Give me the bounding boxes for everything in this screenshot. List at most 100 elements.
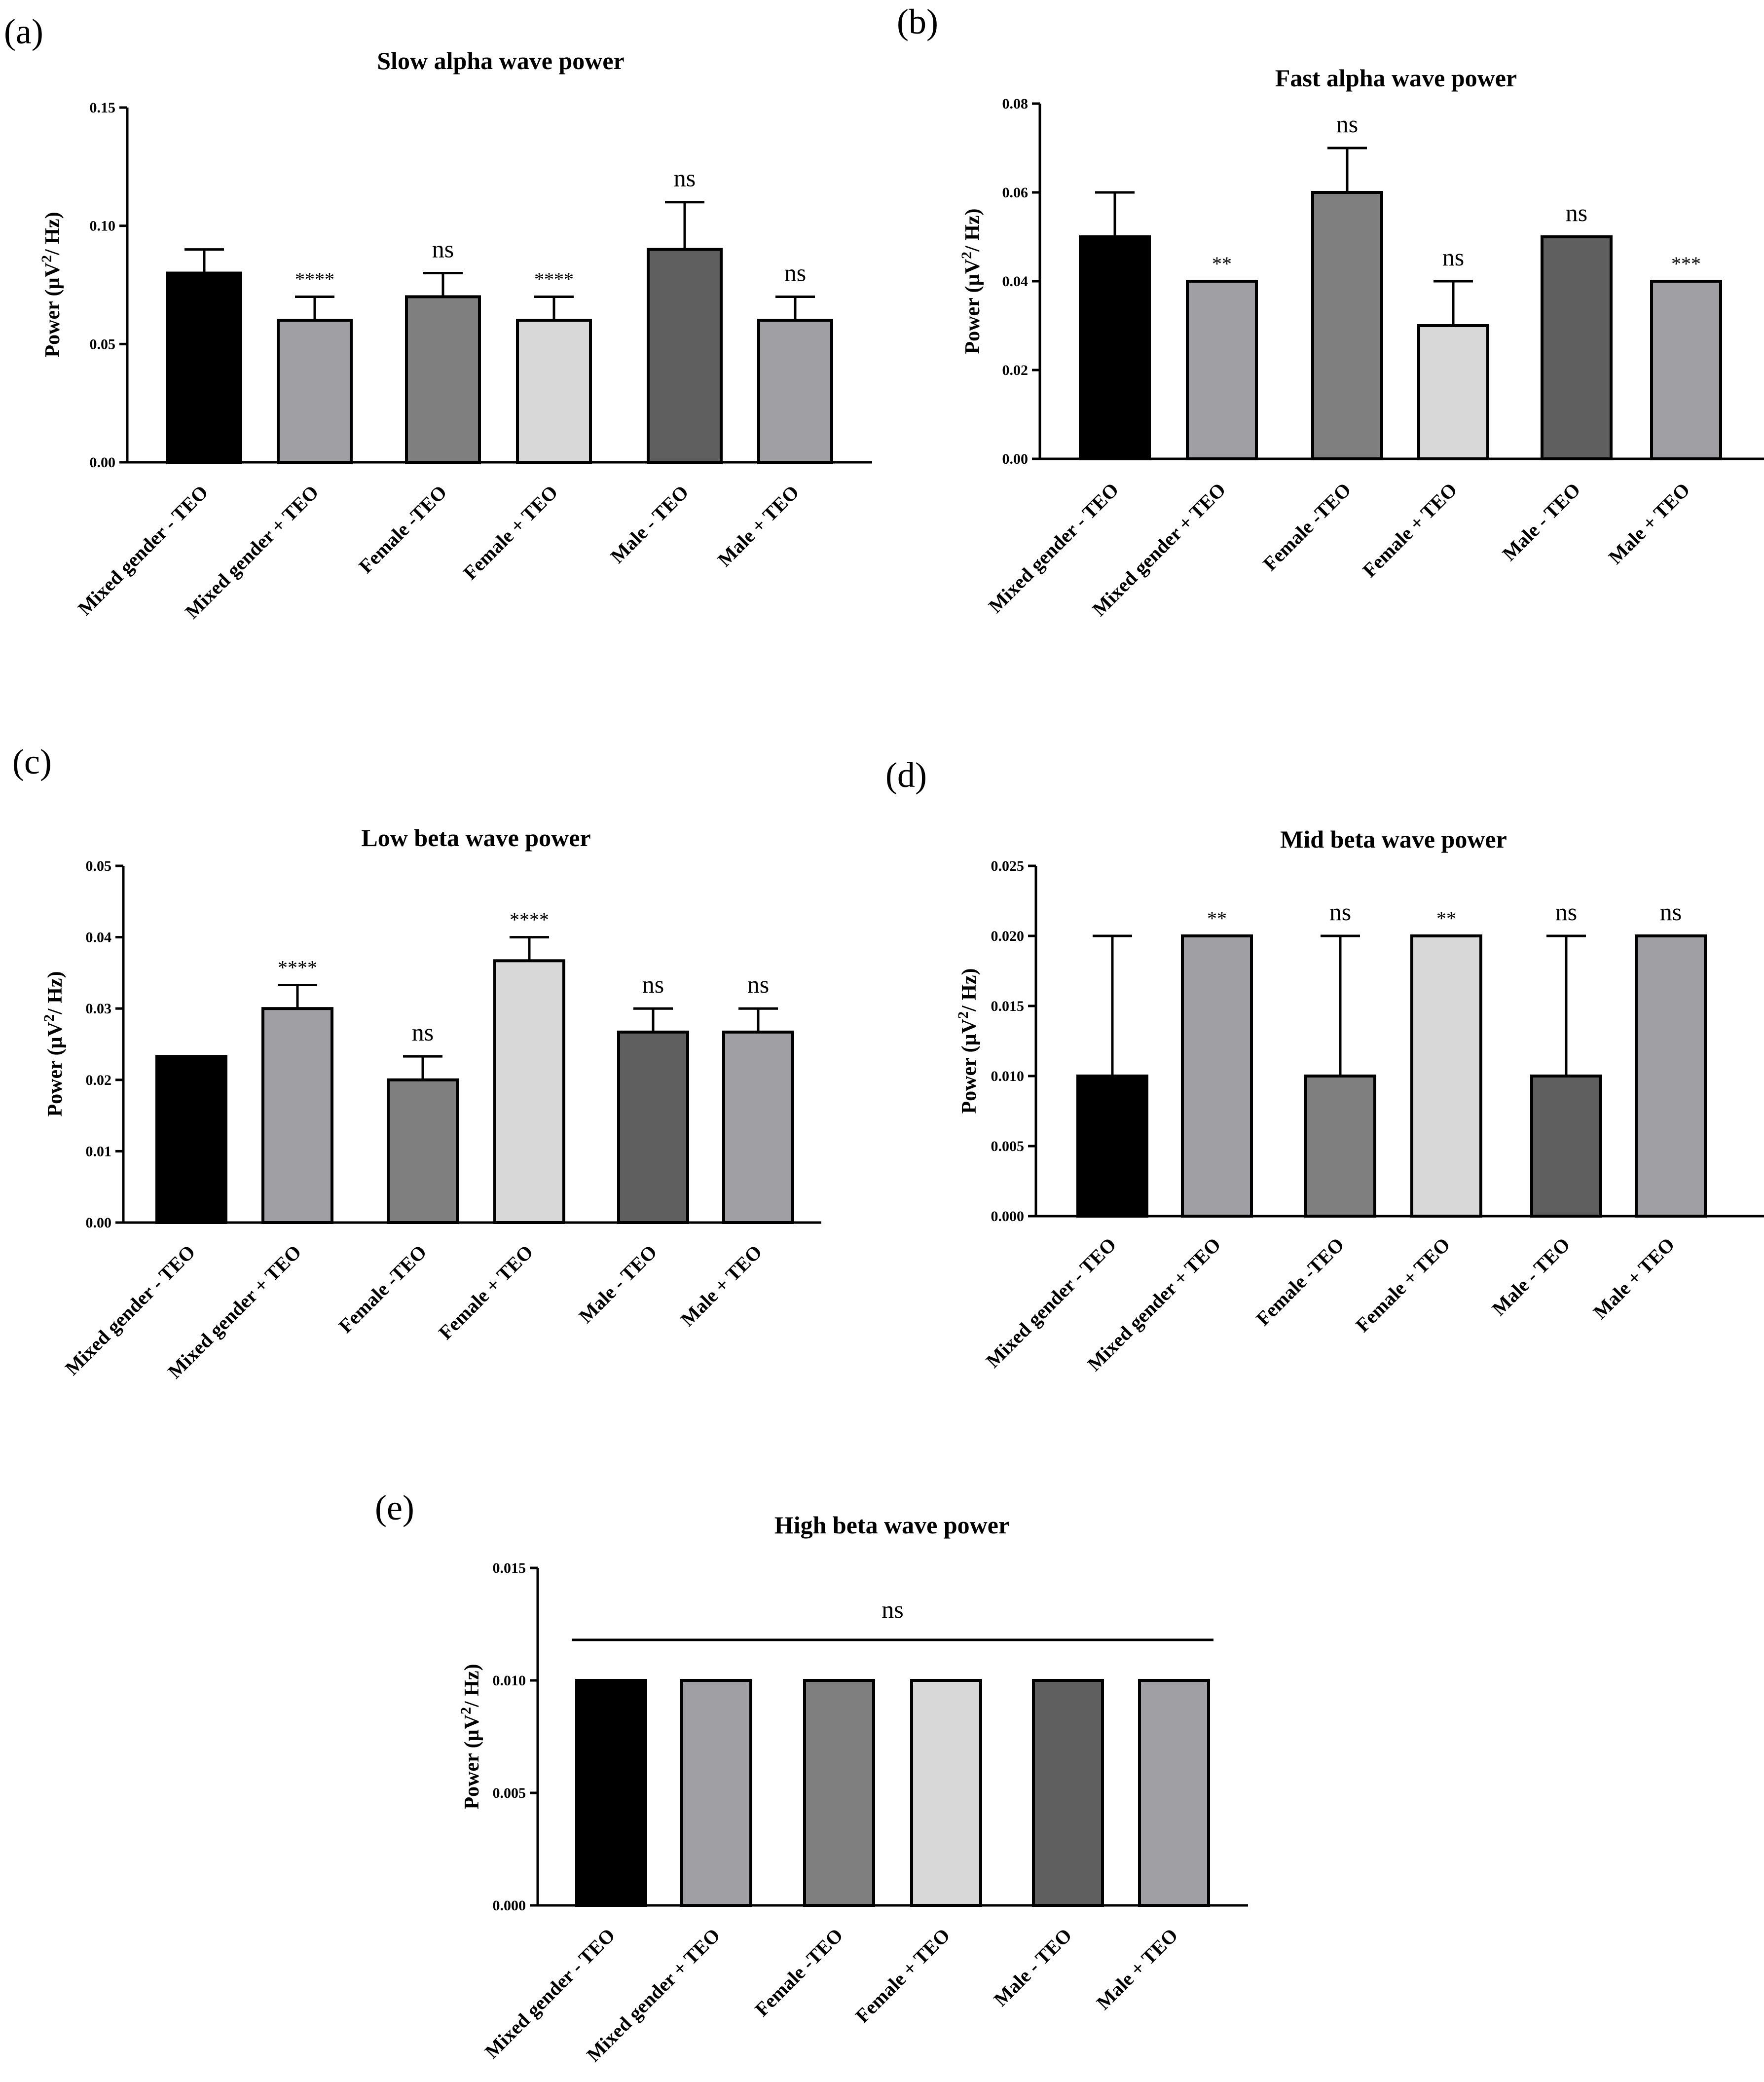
x-tick-label: Male + TEO	[676, 1241, 767, 1331]
bar	[1541, 235, 1613, 460]
bar	[757, 319, 833, 464]
y-tick-label: 0.05	[90, 336, 116, 352]
bar	[405, 295, 481, 464]
y-tick-label: 0.000	[991, 1208, 1025, 1225]
significance-label: **	[1436, 907, 1456, 929]
y-tick-label: 0.08	[1002, 96, 1029, 112]
bar	[1186, 280, 1258, 460]
significance-label: ns	[1555, 898, 1577, 926]
y-tick-label: 0.025	[991, 858, 1025, 874]
y-tick-label: 0.04	[1002, 273, 1029, 290]
significance-label: ns	[1660, 898, 1682, 926]
chart-title: Mid beta wave power	[1280, 825, 1507, 853]
significance-label: ****	[510, 909, 549, 931]
significance-label: ****	[534, 268, 574, 290]
x-tick-label: Male - TEO	[1498, 479, 1585, 565]
bar	[575, 1679, 647, 1907]
bar	[617, 1030, 689, 1224]
bar	[1311, 191, 1383, 460]
panel-label: (e)	[375, 1488, 414, 1527]
x-tick-label: Female -TEO	[1258, 479, 1355, 575]
y-tick-label: 0.010	[493, 1673, 526, 1689]
chart-panel-a: (a) Slow alpha wave power Power (µV2/ Hz) 0…	[4, 12, 872, 623]
x-tick-label: Male - TEO	[1488, 1233, 1575, 1320]
y-tick-label: 0.01	[86, 1143, 112, 1159]
y-tick-label: 0.005	[991, 1138, 1025, 1154]
y-tick-label: 0.00	[1002, 451, 1029, 467]
overall-significance-label: ns	[882, 1596, 903, 1623]
y-axis-label: Power (µV2/ Hz)	[41, 971, 67, 1117]
y-tick-label: 0.015	[991, 998, 1025, 1014]
bar	[1410, 934, 1482, 1218]
bar	[722, 1030, 794, 1224]
bar	[1181, 934, 1253, 1218]
x-tick-label: Female + TEO	[459, 481, 562, 584]
x-tick-label: Female + TEO	[851, 1924, 954, 2027]
bar	[1304, 1075, 1376, 1218]
bar	[261, 1007, 333, 1224]
bar	[1635, 934, 1707, 1218]
bar	[1650, 280, 1722, 460]
x-tick-label: Female -TEO	[1251, 1233, 1348, 1330]
y-tick-label: 0.02	[1002, 362, 1029, 378]
panel-label: (c)	[12, 742, 52, 781]
bar	[803, 1679, 875, 1907]
significance-label: ns	[642, 970, 664, 998]
y-tick-label: 0.06	[1002, 185, 1029, 201]
bar	[516, 319, 592, 464]
chart-title: Low beta wave power	[361, 824, 590, 852]
significance-label: ns	[1329, 898, 1351, 926]
y-tick-label: 0.10	[90, 218, 116, 234]
chart-title: High beta wave power	[774, 1511, 1009, 1539]
significance-label: ns	[784, 259, 806, 286]
bar	[387, 1078, 459, 1225]
y-tick-label: 0.020	[991, 928, 1025, 944]
y-tick-label: 0.015	[493, 1560, 526, 1576]
y-tick-label: 0.04	[86, 929, 112, 946]
significance-label: **	[1212, 253, 1232, 275]
x-tick-label: Female -TEO	[354, 481, 451, 578]
y-tick-label: 0.000	[493, 1897, 526, 1914]
x-tick-label: Male - TEO	[606, 481, 693, 568]
significance-label: ns	[1336, 110, 1358, 138]
y-tick-label: 0.05	[86, 858, 112, 874]
x-tick-label: Male - TEO	[575, 1241, 662, 1328]
y-tick-label: 0.005	[493, 1785, 526, 1801]
bar	[1076, 1075, 1148, 1218]
y-tick-label: 0.010	[991, 1068, 1025, 1084]
x-tick-label: Female + TEO	[1351, 1233, 1454, 1337]
significance-label: ns	[412, 1018, 434, 1046]
x-tick-label: Male - TEO	[990, 1924, 1076, 2011]
y-axis-label: Power (µV2/ Hz)	[458, 1664, 483, 1810]
significance-label: ns	[1442, 243, 1464, 271]
chart-panel-e: (e) High beta wave power Power (µV2/ Hz) 0.…	[375, 1488, 1248, 2066]
x-tick-label: Male + TEO	[1604, 479, 1694, 569]
bar	[1032, 1679, 1104, 1907]
chart-title: Fast alpha wave power	[1275, 64, 1517, 92]
panel-label: (b)	[897, 2, 938, 41]
y-axis-label: Power (µV2/ Hz)	[955, 968, 981, 1114]
y-tick-label: 0.02	[86, 1072, 112, 1088]
significance-label: **	[1207, 907, 1227, 929]
y-tick-label: 0.00	[86, 1215, 112, 1231]
bar	[166, 271, 242, 464]
x-tick-label: Male + TEO	[1092, 1924, 1182, 2014]
y-tick-label: 0.15	[90, 100, 116, 116]
y-axis-label: Power (µV2/ Hz)	[958, 209, 984, 354]
bar	[1417, 324, 1489, 460]
bar	[1079, 235, 1151, 460]
x-tick-label: Male + TEO	[713, 481, 804, 571]
y-tick-label: 0.00	[90, 454, 116, 471]
x-tick-label: Female -TEO	[750, 1924, 847, 2021]
x-tick-label: Female -TEO	[334, 1241, 431, 1338]
chart-title: Slow alpha wave power	[377, 47, 624, 74]
x-tick-label: Male + TEO	[1589, 1233, 1679, 1324]
significance-label: ns	[432, 235, 454, 263]
significance-label: ns	[1566, 199, 1587, 226]
bar	[493, 959, 565, 1224]
significance-label: ns	[747, 970, 769, 998]
significance-label: ***	[1671, 253, 1701, 275]
y-tick-label: 0.03	[86, 1001, 112, 1017]
chart-panel-d: (d) Mid beta wave power Power (µV2/ Hz) 0.0…	[885, 755, 1764, 1376]
